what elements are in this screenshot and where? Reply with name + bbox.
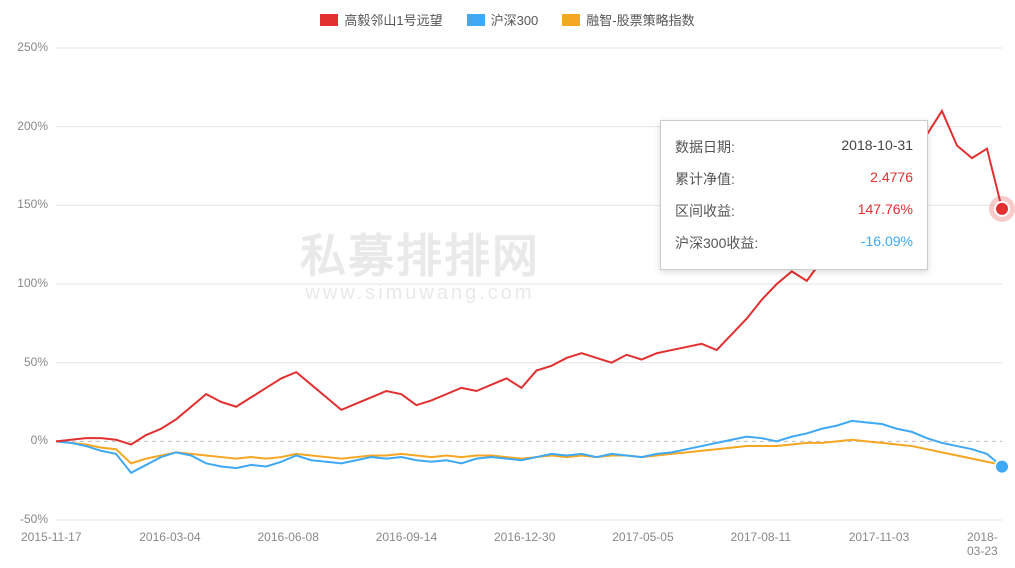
tooltip-row-date: 数据日期: 2018-10-31 (675, 131, 913, 163)
tooltip-value: 2018-10-31 (841, 137, 913, 157)
x-tick-label: 2017-08-11 (731, 530, 792, 544)
tooltip-label: 累计净值: (675, 169, 735, 189)
tooltip-row-hs300: 沪深300收益: -16.09% (675, 227, 913, 259)
y-tick-label: 0% (31, 433, 48, 447)
tooltip-value: 2.4776 (870, 169, 913, 189)
tooltip-value: -16.09% (861, 233, 913, 253)
x-tick-label: 2016-12-30 (494, 530, 555, 544)
x-tick-label: 2017-05-05 (612, 530, 673, 544)
tooltip-label: 区间收益: (675, 201, 735, 221)
tooltip-label: 沪深300收益: (675, 233, 758, 253)
chart-container: 高毅邻山1号远望 沪深300 融智-股票策略指数 私募排排网 www.simuw… (0, 0, 1015, 568)
marker-icon (995, 202, 1009, 216)
series-orange (56, 440, 1002, 465)
y-tick-label: 200% (17, 119, 48, 133)
tooltip-label: 数据日期: (675, 137, 735, 157)
plot-area[interactable] (0, 0, 1015, 568)
x-tick-label: 2016-06-08 (258, 530, 319, 544)
y-tick-label: 100% (17, 276, 48, 290)
x-tick-label: 2016-09-14 (376, 530, 437, 544)
x-tick-label: 2017-11-03 (849, 530, 910, 544)
x-tick-label: 2016-03-04 (139, 530, 200, 544)
x-tick-label: 2018-03-23 (967, 530, 1015, 558)
y-tick-label: 250% (17, 40, 48, 54)
tooltip: 数据日期: 2018-10-31 累计净值: 2.4776 区间收益: 147.… (660, 120, 928, 270)
series-blue (56, 421, 1002, 473)
tooltip-value: 147.76% (858, 201, 913, 221)
marker-icon (995, 460, 1009, 474)
y-tick-label: 150% (17, 197, 48, 211)
y-tick-label: -50% (20, 512, 48, 526)
tooltip-row-return: 区间收益: 147.76% (675, 195, 913, 227)
y-tick-label: 50% (24, 355, 48, 369)
tooltip-row-nav: 累计净值: 2.4776 (675, 163, 913, 195)
x-tick-label: 2015-11-17 (21, 530, 82, 544)
